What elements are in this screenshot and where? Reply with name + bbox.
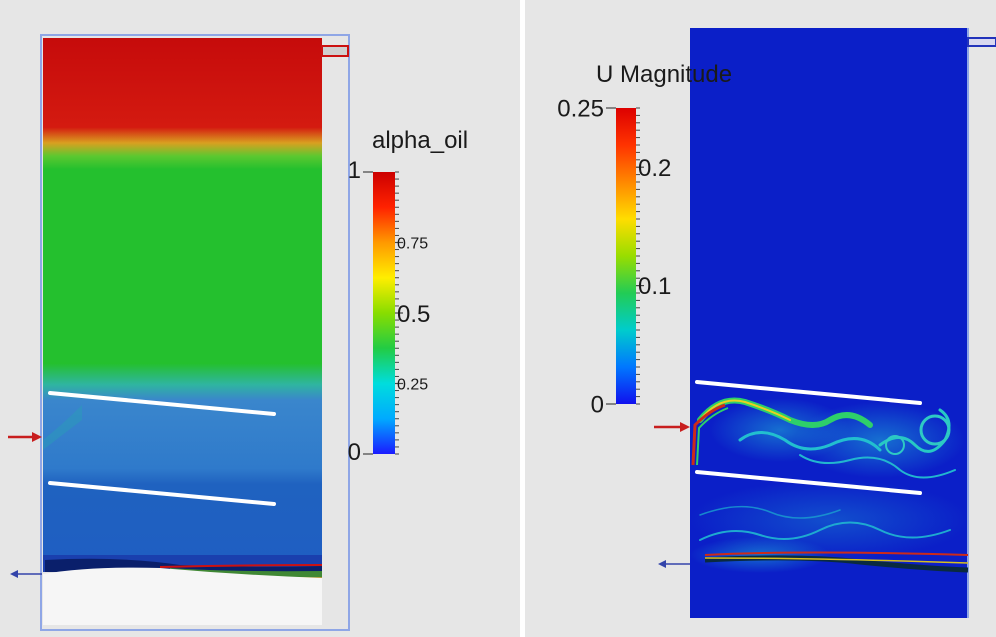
outlet-arrow-head-right (658, 560, 666, 568)
alpha-colorbar: alpha_oil 1 0.75 0.5 0.25 0 (348, 127, 468, 466)
panel-divider (520, 0, 525, 637)
bottom-line-red-right (704, 551, 969, 556)
tank-frame-left (40, 34, 350, 631)
vortex-core-1 (919, 414, 951, 446)
colorbar-tick-label: 1 (348, 157, 361, 184)
oil-outlet-left (321, 45, 349, 57)
alpha-colorbar-title: alpha_oil (372, 127, 468, 154)
tank-right-margin (968, 28, 996, 618)
swirl-6 (699, 521, 951, 541)
baffle-lower-right (695, 470, 922, 495)
tank-bottom-empty (43, 580, 322, 625)
colorbar-tick-label: 0 (348, 439, 361, 466)
bottom-line-yellow-right (704, 557, 969, 564)
vortex-swirls (697, 397, 956, 541)
colorbar-tick-label: 0.75 (397, 235, 428, 252)
inlet-jet (691, 403, 726, 466)
alpha-colorbar-bar (373, 172, 395, 454)
turbulence-glow-4 (690, 537, 830, 573)
velocity-colorbar: U Magnitude 0.25 0.2 0.1 0 (557, 61, 732, 419)
alpha-field (8, 34, 350, 631)
colorbar-tick-label: 0.25 (557, 96, 604, 123)
swirl-5 (799, 454, 956, 479)
baffle-lower (48, 481, 276, 506)
velocity-field (654, 28, 996, 618)
baffle-upper (48, 391, 276, 416)
inlet-jet-green (696, 407, 729, 466)
velocity-colorbar-bar (616, 108, 636, 404)
colorbar-tick-label: 0.1 (638, 273, 671, 300)
oil-outlet-right (967, 37, 996, 47)
vortex-core-2 (885, 435, 905, 455)
colorbar-tick-label: 0 (591, 392, 604, 419)
swirl-2 (699, 399, 791, 421)
phase-fraction-fill (43, 38, 322, 563)
bottom-red-line (159, 564, 323, 568)
swirl-7 (699, 505, 841, 519)
interface-wave (43, 405, 82, 450)
colorbar-tick-label: 0.25 (397, 376, 428, 393)
baffle-upper-right (695, 380, 922, 405)
inlet-arrow-head-left (32, 432, 42, 442)
velocity-colorbar-title: U Magnitude (596, 61, 732, 88)
inlet-arrow-head-right (680, 422, 690, 432)
velocity-colorbar-ticks: 0.25 0.2 0.1 0 (557, 96, 671, 419)
swirl-3 (738, 431, 882, 452)
colorbar-tick-label: 0.5 (397, 301, 430, 328)
colorbar-tick-label: 0.2 (638, 155, 671, 182)
turbulence-glow-2 (795, 402, 965, 478)
alpha-colorbar-ticks: 1 0.75 0.5 0.25 0 (348, 157, 431, 466)
outlet-arrow-head-left (10, 570, 18, 578)
bottom-surface (43, 567, 322, 582)
